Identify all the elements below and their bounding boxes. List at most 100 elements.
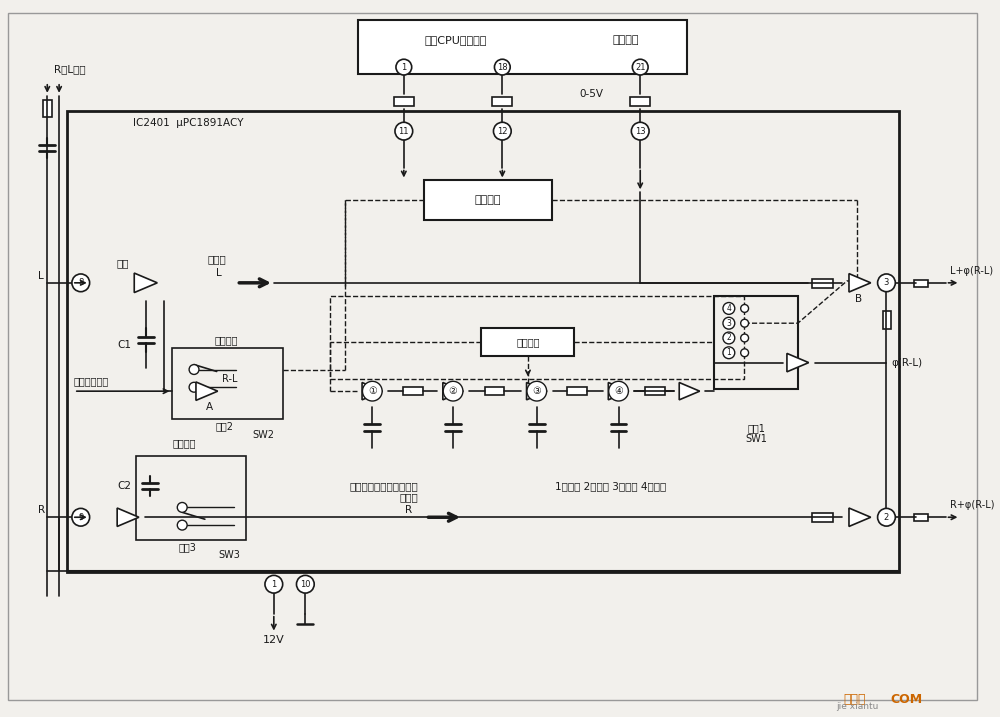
Text: 接线图: 接线图 [844,693,866,706]
Circle shape [878,508,895,526]
Circle shape [189,364,199,374]
Circle shape [741,305,749,313]
Text: 12: 12 [497,127,508,136]
Text: jie xiantu: jie xiantu [836,702,878,711]
Circle shape [723,347,735,358]
Circle shape [741,334,749,342]
Circle shape [723,303,735,314]
Bar [136,456,246,540]
Text: 遥控效应: 遥控效应 [612,34,639,44]
Bar [914,514,928,521]
Polygon shape [134,273,157,293]
Circle shape [631,123,649,140]
Text: 11: 11 [399,127,409,136]
Text: L+φ(R-L): L+φ(R-L) [950,266,994,276]
Circle shape [723,318,735,329]
Text: ①: ① [368,386,377,397]
Bar [485,387,504,395]
Text: 开关控制: 开关控制 [474,195,501,205]
Circle shape [177,521,187,530]
Polygon shape [679,382,700,400]
Circle shape [72,274,90,292]
Text: R+φ(R-L): R+φ(R-L) [950,500,995,511]
Text: 间接伴音输入: 间接伴音输入 [74,376,109,386]
Circle shape [741,319,749,327]
Text: SW2: SW2 [252,429,274,440]
Circle shape [395,123,413,140]
Bar [172,348,283,419]
Text: SW3: SW3 [219,550,240,560]
Text: C2: C2 [117,480,131,490]
Text: 1: 1 [726,348,731,357]
Text: 2: 2 [726,333,731,343]
Circle shape [741,348,749,356]
Text: COM: COM [890,693,922,706]
Polygon shape [117,508,139,526]
Text: R: R [405,505,412,516]
Circle shape [177,503,187,513]
Circle shape [396,60,412,75]
Text: L: L [38,271,44,281]
Bar [43,100,52,118]
Text: 2: 2 [884,513,889,522]
Text: 主信号: 主信号 [207,255,226,264]
Text: A: A [206,402,213,412]
Text: 9: 9 [78,513,83,522]
Circle shape [878,274,895,292]
Text: ③: ③ [532,386,541,397]
Bar [394,97,414,105]
Bar [358,20,687,74]
Polygon shape [527,382,547,400]
Text: ②: ② [449,386,457,397]
Bar [914,280,928,287]
Text: 1、断开 2、单声 3、音乐 4、电影: 1、断开 2、单声 3、音乐 4、电影 [555,480,666,490]
Text: 单声：关: 单声：关 [172,438,196,448]
Text: 3: 3 [726,319,731,328]
Text: ④: ④ [614,386,623,397]
Text: 21: 21 [635,62,645,72]
Bar [330,295,744,379]
Bar [812,513,833,522]
Text: 10: 10 [300,580,311,589]
Bar [812,279,833,288]
Text: 3: 3 [884,278,889,288]
Circle shape [443,381,463,401]
Polygon shape [362,382,383,400]
Circle shape [265,575,283,593]
Text: 主信号: 主信号 [399,493,418,503]
Text: 环绕: 环绕 [117,258,129,268]
Text: 0-5V: 0-5V [579,89,603,99]
Text: IC2401  μPC1891ACY: IC2401 μPC1891ACY [133,118,243,128]
Text: 开关2: 开关2 [216,422,234,432]
Polygon shape [849,508,871,526]
Text: 移相器（产生间接伴音）: 移相器（产生间接伴音） [350,480,419,490]
Circle shape [632,60,648,75]
Text: 效应控制: 效应控制 [516,337,540,347]
Text: 12V: 12V [263,635,285,645]
Text: 单声：开: 单声：开 [215,335,238,345]
Bar [424,181,552,220]
Text: SW1: SW1 [746,435,767,445]
Text: L: L [216,268,222,278]
Circle shape [609,381,628,401]
Polygon shape [443,382,463,400]
Bar [630,97,650,105]
Text: 18: 18 [497,62,508,72]
Text: φ(R-L): φ(R-L) [891,358,923,368]
Circle shape [189,382,199,392]
Polygon shape [849,274,871,292]
Circle shape [72,508,90,526]
Text: C1: C1 [117,340,131,350]
Circle shape [527,381,547,401]
Polygon shape [196,382,218,400]
Text: B: B [855,293,862,303]
Text: R-L: R-L [222,374,237,384]
Polygon shape [608,382,629,400]
Text: 1: 1 [401,62,406,72]
Circle shape [493,123,511,140]
Bar [67,111,899,572]
Circle shape [723,332,735,344]
Bar [714,295,798,389]
Bar [645,387,665,395]
Text: R: R [38,505,45,516]
